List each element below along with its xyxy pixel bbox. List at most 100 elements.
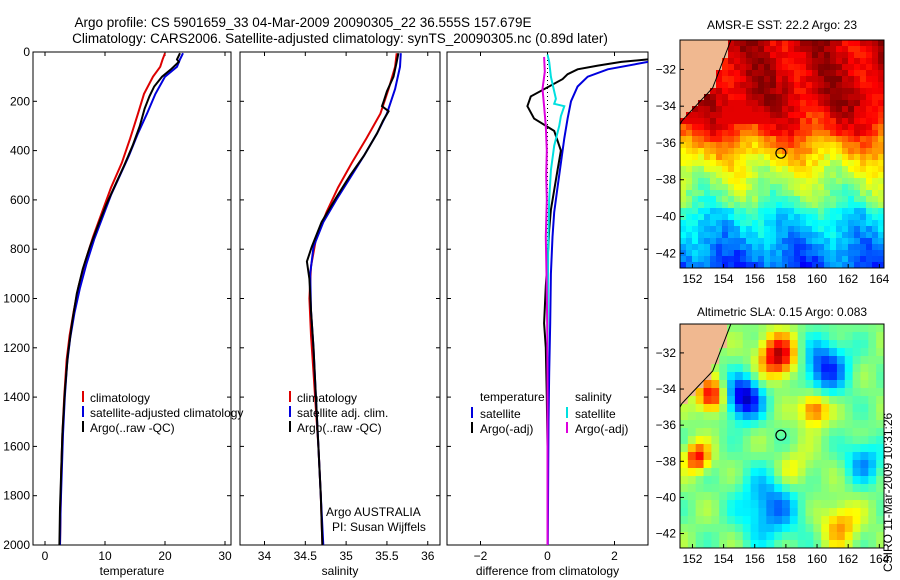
map-cell bbox=[776, 190, 783, 197]
map-cell bbox=[848, 256, 855, 263]
map-cell bbox=[824, 196, 831, 203]
sla-lat-tick-label: −42 bbox=[656, 527, 677, 541]
map-cell bbox=[789, 380, 799, 389]
map-cell bbox=[692, 196, 699, 203]
map-cell bbox=[686, 130, 693, 137]
map-cell bbox=[766, 380, 775, 389]
map-cell bbox=[876, 436, 884, 445]
map-cell bbox=[710, 148, 717, 155]
map-cell bbox=[727, 524, 736, 533]
map-cell bbox=[710, 100, 717, 107]
map-cell bbox=[836, 178, 843, 185]
map-cell bbox=[782, 532, 791, 541]
map-cell bbox=[728, 148, 735, 155]
map-cell bbox=[872, 118, 879, 125]
map-cell bbox=[878, 124, 884, 131]
map-cell bbox=[848, 220, 855, 227]
sst-lon-tick-label: 156 bbox=[745, 272, 765, 286]
map-cell bbox=[854, 262, 861, 268]
map-cell bbox=[719, 372, 728, 381]
map-cell bbox=[848, 52, 855, 59]
map-cell bbox=[789, 524, 799, 533]
map-cell bbox=[695, 444, 705, 453]
map-cell bbox=[878, 142, 884, 149]
map-cell bbox=[687, 492, 697, 501]
map-cell bbox=[824, 262, 831, 268]
map-cell bbox=[860, 452, 869, 461]
credit-annotation: PI: Susan Wijffels bbox=[332, 520, 426, 534]
map-cell bbox=[794, 52, 801, 59]
map-cell bbox=[813, 356, 822, 365]
map-cell bbox=[824, 82, 831, 89]
map-cell bbox=[860, 332, 869, 341]
map-cell bbox=[746, 262, 753, 268]
map-cell bbox=[821, 540, 830, 548]
map-cell bbox=[752, 262, 759, 268]
map-cell bbox=[766, 500, 775, 509]
map-cell bbox=[848, 244, 855, 251]
map-cell bbox=[716, 238, 723, 245]
map-cell bbox=[797, 324, 807, 333]
map-cell bbox=[752, 112, 759, 119]
map-cell bbox=[750, 356, 760, 365]
map-cell bbox=[687, 364, 697, 373]
map-cell bbox=[860, 64, 867, 71]
map-cell bbox=[692, 52, 699, 59]
map-cell bbox=[752, 172, 759, 179]
map-cell bbox=[797, 468, 807, 477]
map-cell bbox=[854, 100, 861, 107]
map-cell bbox=[789, 452, 799, 461]
map-cell bbox=[711, 348, 720, 357]
map-cell bbox=[782, 214, 789, 221]
map-cell bbox=[824, 256, 831, 263]
map-cell bbox=[695, 532, 705, 541]
map-cell bbox=[680, 82, 687, 89]
map-cell bbox=[794, 178, 801, 185]
map-cell bbox=[680, 412, 689, 421]
map-cell bbox=[680, 540, 689, 548]
map-cell bbox=[686, 52, 693, 59]
map-cell bbox=[764, 52, 771, 59]
map-cell bbox=[878, 226, 884, 233]
map-cell bbox=[734, 262, 741, 268]
map-cell bbox=[740, 100, 747, 107]
map-cell bbox=[687, 420, 697, 429]
map-cell bbox=[836, 388, 846, 397]
map-cell bbox=[830, 124, 837, 131]
map-cell bbox=[813, 420, 822, 429]
map-cell bbox=[860, 226, 867, 233]
legend-heading: temperature bbox=[480, 390, 545, 404]
map-cell bbox=[695, 324, 705, 333]
map-cell bbox=[800, 196, 807, 203]
map-cell bbox=[716, 184, 723, 191]
difference-xtick-label: 0 bbox=[544, 549, 551, 563]
map-cell bbox=[830, 172, 837, 179]
map-cell bbox=[764, 130, 771, 137]
map-cell bbox=[686, 58, 693, 65]
map-cell bbox=[704, 94, 711, 101]
map-cell bbox=[695, 412, 705, 421]
map-cell bbox=[680, 154, 687, 161]
map-cell bbox=[695, 516, 705, 525]
map-cell bbox=[698, 244, 705, 251]
map-cell bbox=[806, 124, 813, 131]
map-cell bbox=[836, 356, 846, 365]
map-cell bbox=[711, 468, 720, 477]
map-cell bbox=[806, 112, 813, 119]
map-cell bbox=[758, 160, 765, 167]
map-cell bbox=[844, 532, 854, 541]
map-cell bbox=[860, 420, 869, 429]
map-cell bbox=[860, 40, 867, 47]
map-cell bbox=[824, 58, 831, 65]
map-cell bbox=[764, 232, 771, 239]
map-cell bbox=[836, 58, 843, 65]
map-cell bbox=[722, 82, 729, 89]
map-cell bbox=[824, 112, 831, 119]
map-cell bbox=[812, 256, 819, 263]
map-cell bbox=[764, 142, 771, 149]
temperature-xtick-label: 30 bbox=[218, 549, 232, 563]
map-cell bbox=[878, 148, 884, 155]
map-cell bbox=[876, 540, 884, 548]
map-cell bbox=[866, 256, 873, 263]
map-cell bbox=[680, 468, 689, 477]
